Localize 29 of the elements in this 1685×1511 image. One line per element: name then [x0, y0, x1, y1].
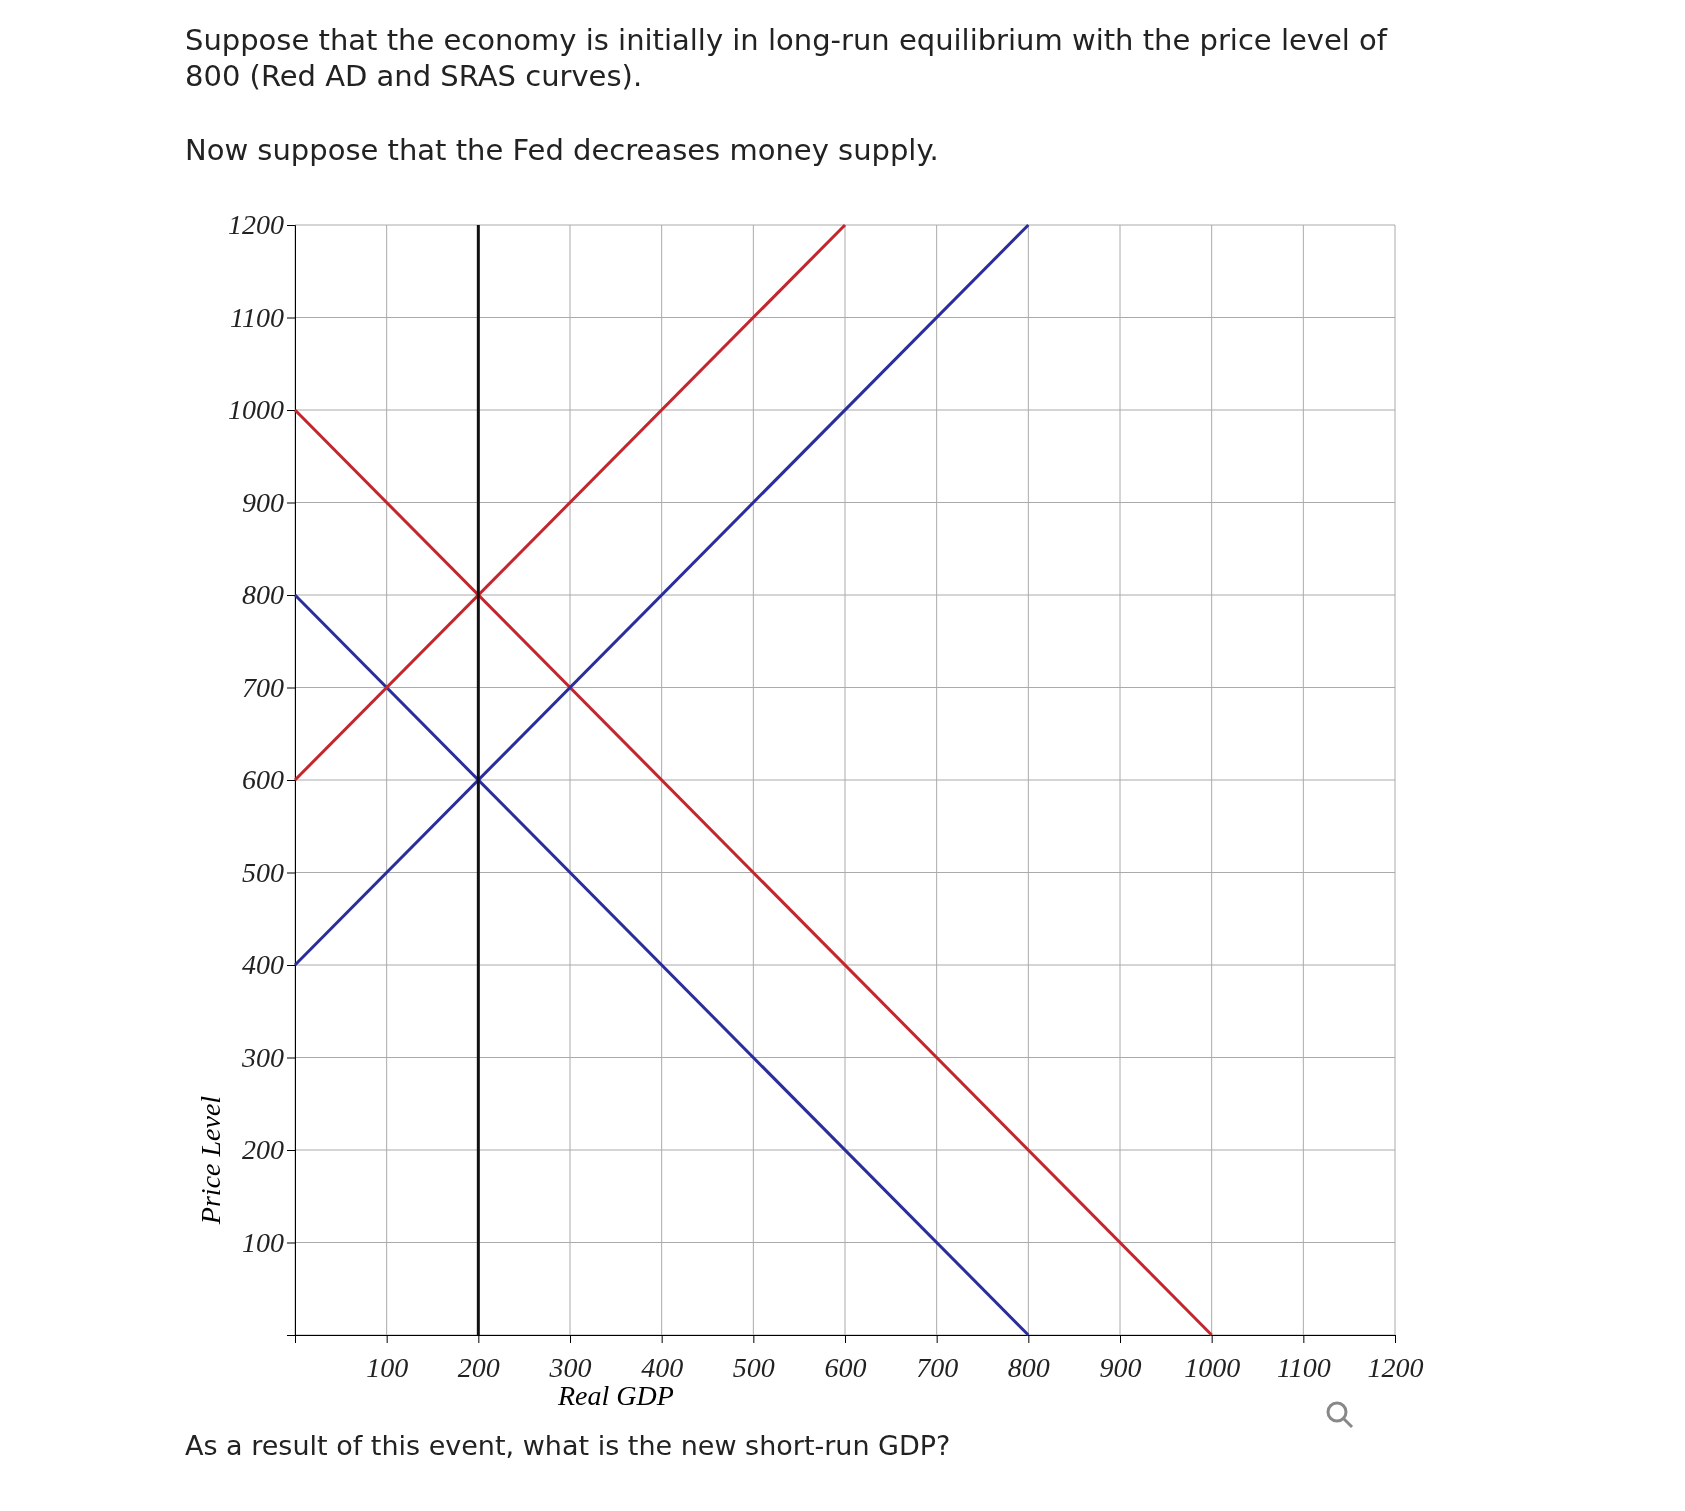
- y-tick-label: 200: [242, 1134, 284, 1166]
- chart-subtitle: Now suppose that the Fed decreases money supply.: [185, 133, 939, 167]
- y-tick-label: 800: [242, 579, 284, 611]
- y-tick-label: 700: [242, 671, 284, 703]
- x-tick-label: 900: [1099, 1351, 1142, 1383]
- x-tick-label: 100: [366, 1351, 409, 1383]
- x-tick-label: 800: [1007, 1351, 1050, 1383]
- x-tick-label: 400: [641, 1351, 684, 1383]
- x-tick-label: 1100: [1276, 1351, 1331, 1383]
- y-tick-label: 300: [241, 1041, 284, 1073]
- x-axis-title: Real GDP: [556, 1380, 674, 1411]
- x-tick-label: 600: [824, 1351, 867, 1383]
- x-tick-label: 1200: [1367, 1351, 1424, 1383]
- x-tick-label: 700: [916, 1351, 959, 1383]
- y-tick-label: 400: [242, 949, 284, 981]
- y-tick-label: 100: [242, 1226, 284, 1258]
- y-axis-title: Price Level: [195, 1095, 226, 1226]
- y-tick-label: 1200: [228, 209, 284, 241]
- x-tick-label: 200: [457, 1351, 500, 1383]
- y-tick-label: 900: [242, 486, 284, 518]
- y-tick-label: 1000: [228, 394, 284, 426]
- chart-title: Suppose that the economy is initially in long-run equilibrium with the price level of 800 (Red AD and SRAS curves).: [185, 23, 1388, 93]
- x-tick-label: 300: [548, 1351, 592, 1383]
- x-tick-label: 1000: [1184, 1351, 1241, 1383]
- text: As a result of this event, what is the new short-run GDP?: [185, 1430, 951, 1461]
- x-tick-label: 500: [732, 1351, 775, 1383]
- y-tick-label: 500: [242, 856, 284, 888]
- y-tick-label: 1100: [230, 301, 284, 333]
- y-tick-label: 600: [242, 764, 284, 796]
